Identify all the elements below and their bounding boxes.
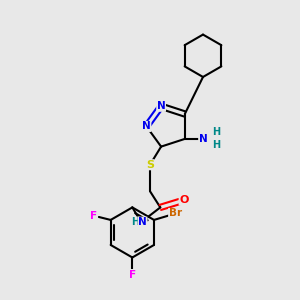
Text: N: N bbox=[157, 101, 166, 111]
Text: Br: Br bbox=[169, 208, 182, 218]
Text: F: F bbox=[129, 269, 136, 280]
Text: H: H bbox=[130, 217, 139, 227]
Text: H: H bbox=[212, 128, 220, 137]
Text: O: O bbox=[179, 195, 188, 205]
Text: S: S bbox=[146, 160, 154, 170]
Text: N: N bbox=[199, 134, 207, 144]
Text: H: H bbox=[212, 140, 220, 150]
Text: F: F bbox=[90, 211, 97, 220]
Text: N: N bbox=[138, 217, 147, 227]
Text: N: N bbox=[142, 122, 151, 131]
